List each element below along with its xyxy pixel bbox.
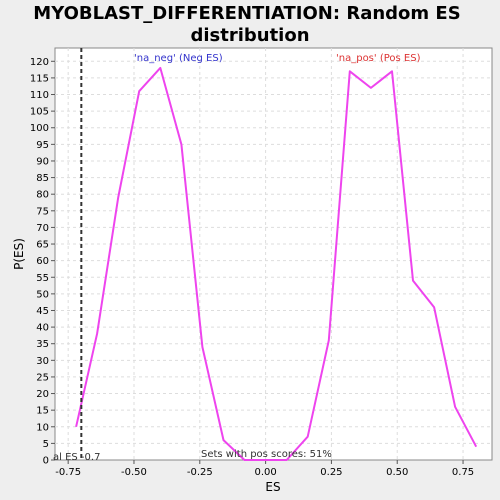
y-tick-label: 60 [36,256,49,267]
y-tick-label: 95 [36,140,49,151]
x-axis-label: ES [265,480,280,494]
y-tick-label: 115 [30,73,49,84]
y-tick-label: 90 [36,156,49,167]
y-tick-label: 5 [43,439,49,450]
chart-title-line-1: MYOBLAST_DIFFERENTIATION: Random ES [33,3,460,24]
y-tick-label: 75 [36,206,49,217]
y-tick-label: 20 [36,389,49,400]
y-tick-label: 45 [36,306,49,317]
y-tick-label: 0 [43,456,49,467]
pos-annotation: 'na_pos' (Pos ES) [336,53,421,64]
grid-lines [55,48,492,460]
y-tick-label: 30 [36,356,49,367]
y-axis-label: P(ES) [12,238,26,270]
pos-scores-annotation: Sets with pos scores: 51% [201,449,332,460]
x-axis-ticks: -0.75 -0.50 -0.25 0.00 0.25 0.50 0.75 [55,460,474,478]
y-tick-label: 100 [30,123,49,134]
x-tick-label: 0.50 [386,467,408,478]
y-tick-label: 55 [36,273,49,284]
y-tick-label: 110 [30,90,49,101]
y-tick-label: 85 [36,173,49,184]
y-tick-label: 120 [30,57,49,68]
y-tick-label: 50 [36,289,49,300]
chart-title-line-2: distribution [190,25,309,46]
series-group [75,66,478,461]
y-tick-label: 80 [36,190,49,201]
y-tick-label: 10 [36,422,49,433]
x-tick-label: -0.50 [121,467,147,478]
x-tick-label: 0.00 [254,467,276,478]
y-tick-label: 70 [36,223,49,234]
y-tick-label: 105 [30,107,49,118]
actual-es-annotation: al ES -0.7 [53,452,100,463]
y-tick-label: 65 [36,240,49,251]
plot-area [54,47,493,461]
y-axis-ticks: 0 5 10 15 20 25 30 35 40 45 50 55 60 65 70 75 80 85 90 95 10… [30,57,55,467]
y-tick-label: 35 [36,339,49,350]
series-line [75,66,478,461]
x-tick-label: -0.75 [55,467,81,478]
x-tick-label: 0.25 [320,467,342,478]
y-tick-label: 40 [36,323,49,334]
neg-annotation: 'na_neg' (Neg ES) [134,53,223,64]
y-tick-label: 15 [36,406,49,417]
y-tick-label: 25 [36,372,49,383]
x-tick-label: -0.25 [187,467,213,478]
x-tick-label: 0.75 [452,467,474,478]
